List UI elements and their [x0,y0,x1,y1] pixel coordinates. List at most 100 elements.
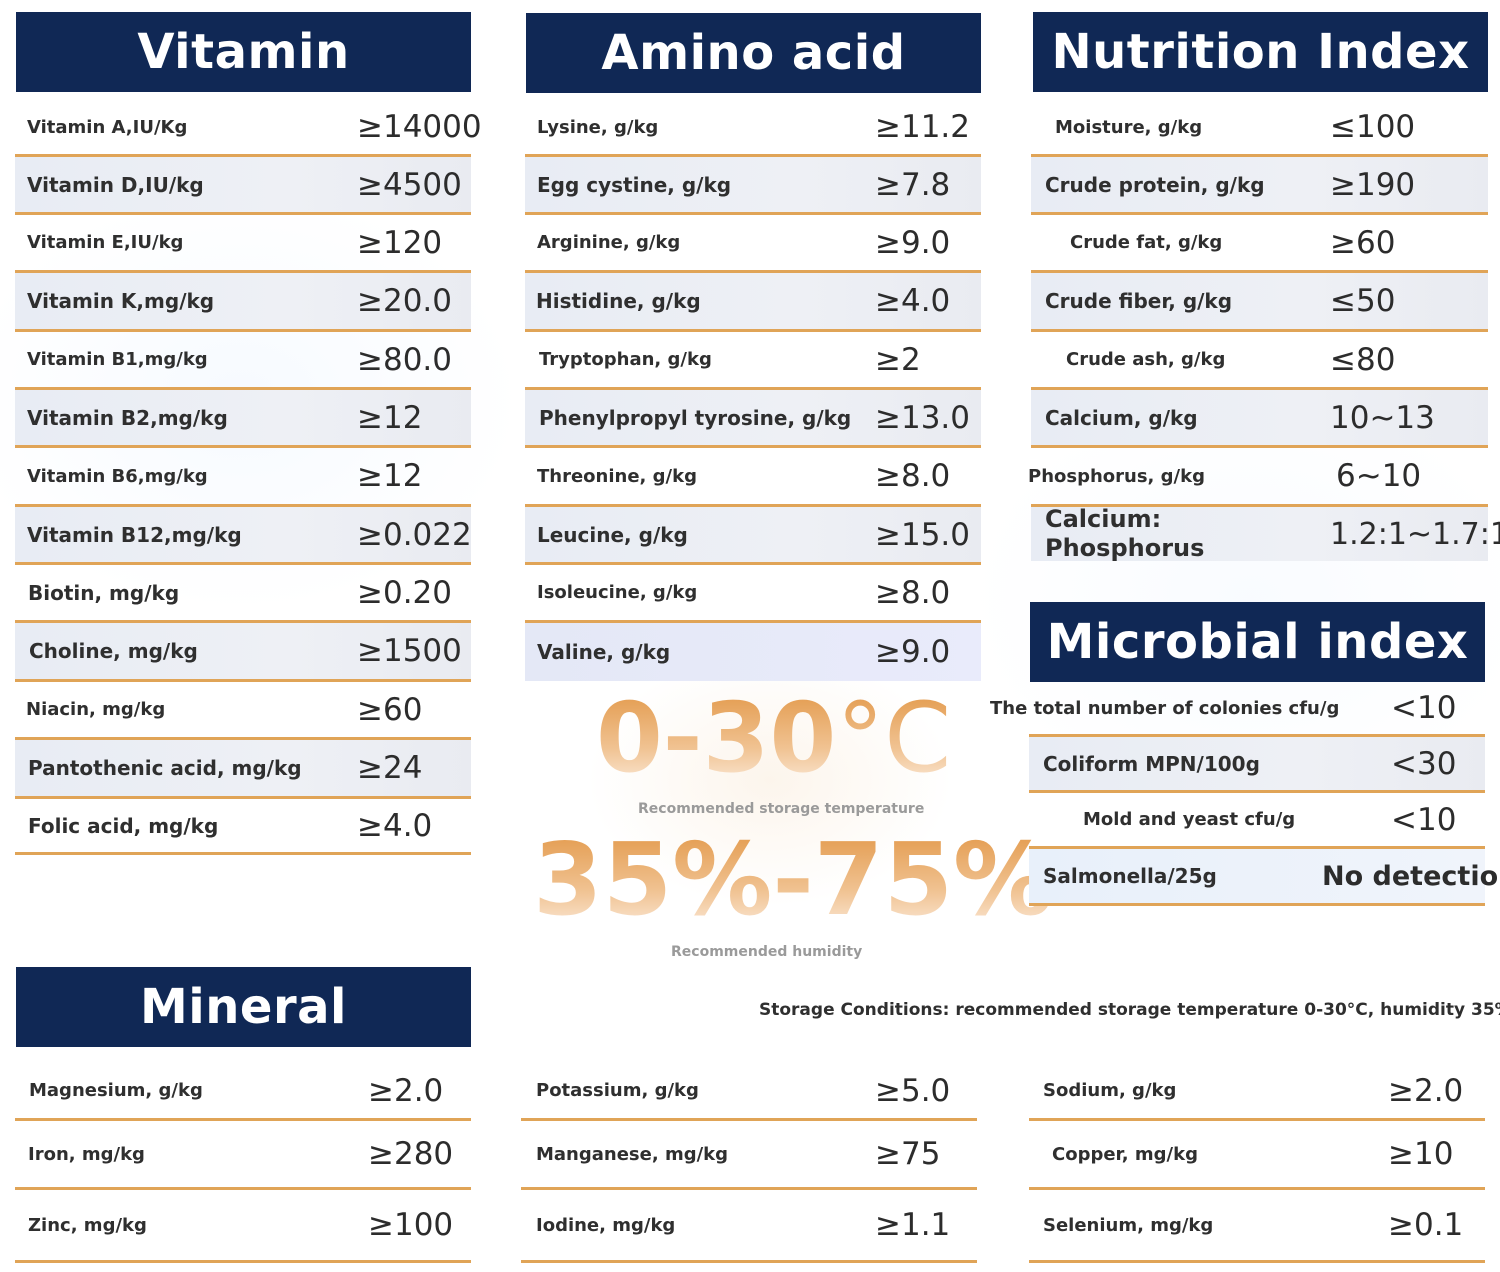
vitamin-row: Vitamin K,mg/kg ≥20.0 [15,273,471,332]
vitamin-row: Vitamin B2,mg/kg ≥12 [15,390,471,448]
amino-row: Valine, g/kg ≥9.0 [525,623,981,681]
mineral-row: Zinc, mg/kg ≥100 [15,1190,471,1263]
vitamin-label: Niacin, mg/kg [26,699,166,720]
mineral-title: Mineral [140,979,347,1035]
mineral-row: Copper, mg/kg ≥10 [1029,1121,1485,1190]
amino-value: ≥11.2 [875,109,970,145]
microbial-row: Coliform MPN/100g <30 [1029,737,1485,793]
vitamin-label: Biotin, mg/kg [28,580,180,605]
nutrition-value: ≥60 [1330,224,1396,261]
nutrition-row: Crude fat, g/kg ≥60 [1031,215,1488,273]
vitamin-label: Vitamin E,IU/kg [27,232,184,253]
nutrition-title: Nutrition Index [1051,24,1470,80]
vitamin-value: ≥60 [357,691,423,728]
nutrition-value: 10~13 [1330,399,1435,436]
amino-value: ≥4.0 [875,283,951,319]
microbial-row: Salmonella/25g No detection [1029,849,1500,906]
vitamin-label: Vitamin K,mg/kg [27,289,215,313]
amino-row: Histidine, g/kg ≥4.0 [525,273,981,332]
vitamin-value: ≥4.0 [357,807,433,844]
mineral-value: ≥280 [368,1136,454,1172]
microbial-label: Coliform MPN/100g [1043,751,1260,776]
nutrition-label: Crude ash, g/kg [1066,349,1226,370]
mineral-value: ≥5.0 [875,1072,951,1109]
amino-value: ≥9.0 [875,224,951,261]
microbial-row: The total number of colonies cfu/g <10 [990,682,1485,737]
amino-label: Egg cystine, g/kg [537,172,732,197]
mineral-table-col2: Potassium, g/kg ≥5.0 Manganese, mg/kg ≥7… [521,1063,977,1263]
nutrition-value: ≤100 [1330,109,1416,145]
vitamin-row: Vitamin E,IU/kg ≥120 [15,215,471,273]
vitamin-row: Choline, mg/kg ≥1500 [15,623,471,682]
mineral-value: ≥2.0 [368,1072,444,1109]
amino-value: ≥8.0 [875,574,951,611]
vitamin-row: Biotin, mg/kg ≥0.20 [15,565,471,623]
vitamin-label: Pantothenic acid, mg/kg [28,756,302,780]
amino-label: Threonine, g/kg [537,465,697,487]
nutrition-value: ≤50 [1330,283,1396,319]
temperature-caption: Recommended storage temperature [638,801,925,817]
microbial-value: No detection [1322,860,1500,892]
amino-row: Arginine, g/kg ≥9.0 [525,215,981,273]
vitamin-table: Vitamin A,IU/Kg ≥14000 Vitamin D,IU/kg ≥… [15,100,482,855]
nutrition-label: Crude fiber, g/kg [1045,289,1233,313]
vitamin-row: Folic acid, mg/kg ≥4.0 [15,799,471,855]
amino-row: Leucine, g/kg ≥15.0 [525,507,981,565]
humidity-caption: Recommended humidity [671,944,863,960]
vitamin-row: Pantothenic acid, mg/kg ≥24 [15,740,471,799]
nutrition-label: Crude fat, g/kg [1070,232,1223,253]
mineral-label: Iodine, mg/kg [536,1214,676,1236]
amino-row: Lysine, g/kg ≥11.2 [525,100,981,157]
nutrition-label: Phosphorus, g/kg [1028,465,1205,487]
vitamin-label: Vitamin D,IU/kg [27,172,204,197]
amino-value: ≥8.0 [875,458,951,494]
vitamin-label: Folic acid, mg/kg [28,813,219,838]
amino-row: Tryptophan, g/kg ≥2 [525,332,981,390]
vitamin-row: Vitamin B1,mg/kg ≥80.0 [15,332,471,390]
vitamin-label: Vitamin B1,mg/kg [27,349,208,370]
amino-title: Amino acid [601,25,906,81]
amino-value: ≥2 [875,341,921,378]
mineral-label: Sodium, g/kg [1043,1080,1177,1101]
amino-row: Phenylpropyl tyrosine, g/kg ≥13.0 [525,390,981,448]
mineral-row: Iodine, mg/kg ≥1.1 [521,1190,977,1263]
nutrition-row: Crude fiber, g/kg ≤50 [1031,273,1488,332]
vitamin-label: Vitamin B6,mg/kg [27,465,208,487]
nutrition-header: Nutrition Index [1033,12,1488,92]
mineral-label: Iron, mg/kg [28,1143,145,1165]
nutrition-label: Moisture, g/kg [1055,116,1203,138]
vitamin-value: ≥0.022 [357,516,472,553]
mineral-row: Magnesium, g/kg ≥2.0 [15,1063,471,1121]
mineral-label: Selenium, mg/kg [1043,1214,1214,1236]
vitamin-value: ≥120 [357,224,443,261]
mineral-label: Potassium, g/kg [536,1080,699,1101]
mineral-row: Manganese, mg/kg ≥75 [521,1121,977,1190]
vitamin-value: ≥20.0 [357,283,452,319]
amino-row: Threonine, g/kg ≥8.0 [525,448,981,507]
nutrition-row: Crude ash, g/kg ≤80 [1031,332,1488,390]
mineral-row: Sodium, g/kg ≥2.0 [1029,1063,1485,1121]
microbial-label: Mold and yeast cfu/g [1083,809,1296,830]
amino-label: Tryptophan, g/kg [539,349,712,370]
vitamin-label: Choline, mg/kg [29,639,198,663]
amino-value: ≥9.0 [875,634,951,670]
microbial-row: Mold and yeast cfu/g <10 [1029,793,1485,849]
temperature-value: 0-30 [596,682,837,794]
vitamin-row: Niacin, mg/kg ≥60 [15,682,471,740]
vitamin-value: ≥1500 [357,633,462,669]
vitamin-value: ≥80.0 [357,341,452,378]
vitamin-value: ≥4500 [357,166,462,203]
nutrition-label: Calcium: Phosphorus [1045,505,1205,562]
mineral-value: ≥10 [1388,1136,1454,1172]
mineral-header: Mineral [16,967,471,1047]
vitamin-header: Vitamin [16,12,471,92]
temperature-unit: °C [836,682,952,794]
nutrition-label-line: Phosphorus [1045,534,1205,562]
vitamin-value: ≥14000 [357,109,482,145]
amino-label: Lysine, g/kg [537,116,659,138]
mineral-value: ≥75 [875,1136,941,1172]
storage-humidity: 35%-75% [533,821,1054,938]
vitamin-value: ≥12 [357,458,423,494]
mineral-table-col3: Sodium, g/kg ≥2.0 Copper, mg/kg ≥10 Sele… [1029,1063,1485,1263]
mineral-row: Selenium, mg/kg ≥0.1 [1029,1190,1485,1263]
